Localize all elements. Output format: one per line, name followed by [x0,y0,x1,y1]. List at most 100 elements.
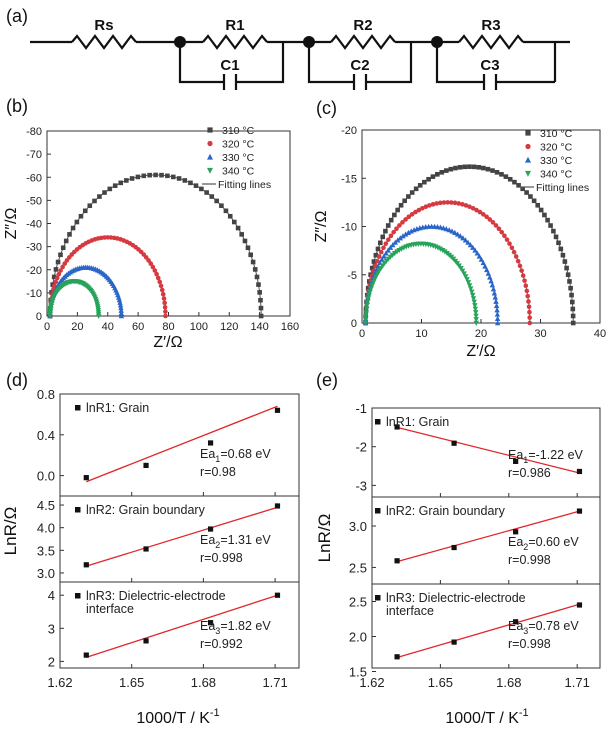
data-point [569,299,575,305]
data-point [564,265,569,271]
x-tick-label: 80 [162,321,174,333]
legend-marker [75,405,81,411]
data-point [494,307,500,313]
data-point [83,475,89,481]
data-point [176,176,182,181]
data-point [454,231,461,237]
data-point [227,213,233,219]
y-tick-label: 2.0 [349,630,367,645]
data-point [369,265,375,271]
data-point [452,200,458,206]
panel-label: (d) [6,370,28,390]
data-point [219,203,224,209]
y-axis-label: Z″/Ω [313,211,330,243]
fit-line [396,426,580,474]
data-point [143,546,149,552]
data-point [147,172,152,178]
data-point [207,620,214,626]
data-point [522,278,527,283]
data-point [452,229,458,235]
data-point [150,264,156,270]
legend-marker [75,593,81,599]
x-tick-label: 1.62 [359,675,384,690]
data-point [551,228,556,234]
data-point [441,200,447,205]
x-tick-label: 100 [190,321,208,333]
data-point [509,245,515,251]
data-point [53,279,59,285]
data-point [235,225,241,231]
y-tick-label: -3 [355,478,367,493]
data-point [117,302,124,308]
data-point [503,174,509,179]
data-point [484,266,490,273]
data-point [383,228,388,234]
x-tick-label: 40 [102,321,114,333]
data-point [386,237,391,242]
data-point [193,183,199,188]
legend-label: 310 °C [222,125,255,137]
legend-label: 320 °C [540,142,573,154]
series-3 [47,279,102,319]
activation-energy: Ea3=0.78 eV [508,619,579,636]
circuit-labels: (a) Rs R1 C1 R2 C2 R3 C3 [6,6,501,74]
data-point [567,279,572,284]
data-point [480,259,486,266]
data-point [161,296,167,301]
data-point [365,296,371,302]
data-point [460,202,465,207]
plot-frame [59,581,300,669]
fit-line [365,243,477,323]
data-point [154,271,159,277]
data-point [493,298,499,304]
data-point [512,179,517,185]
x-axis-label: Z′/Ω [466,343,495,360]
data-point [380,234,386,240]
data-point [478,256,485,262]
data-point [435,172,440,177]
data-point [462,164,468,170]
data-point [214,198,219,204]
data-point [362,317,369,323]
data-point [451,440,457,446]
x-tick-label: 1.62 [47,675,72,690]
data-point [446,227,452,233]
data-point [118,304,124,311]
y-tick-label: -60 [26,172,42,184]
subplot-1: 0.0 0.4 0.8 lnR1: Grain Ea1=0.68 eVr=0.98 [37,387,300,497]
data-point [391,229,396,235]
data-point [143,462,149,468]
data-point [487,217,493,222]
data-point [482,263,488,269]
data-point [528,194,533,199]
data-point [427,203,432,208]
data-point [502,233,507,239]
x-tick-label: 40 [594,328,606,340]
y-tick-label: 3 [48,621,55,636]
y-axis-label: Z″/Ω [3,208,20,240]
data-point [70,225,76,231]
data-point [463,203,469,208]
data-point [473,310,479,316]
legend-label: lnR2: Grain boundary [86,503,206,517]
capacitor-c3 [482,74,498,90]
legend-label: 330 °C [222,152,255,164]
data-point [400,233,406,239]
data-point [472,303,478,309]
data-point [457,164,463,170]
data-point [78,213,84,219]
data-point [524,190,529,195]
data-point [248,252,253,258]
data-point [443,168,449,173]
legend-marker [75,507,81,513]
y-tick-label: 2.5 [349,595,367,610]
y-tick-label: -2 [355,440,367,455]
x-tick-label: 0 [44,321,50,333]
data-point [489,282,496,288]
data-point [423,204,429,210]
data-point [493,223,499,228]
capacitor-c1 [222,74,238,90]
data-point [397,223,402,228]
y-tick-label: -5 [347,270,357,282]
data-point [58,268,63,273]
